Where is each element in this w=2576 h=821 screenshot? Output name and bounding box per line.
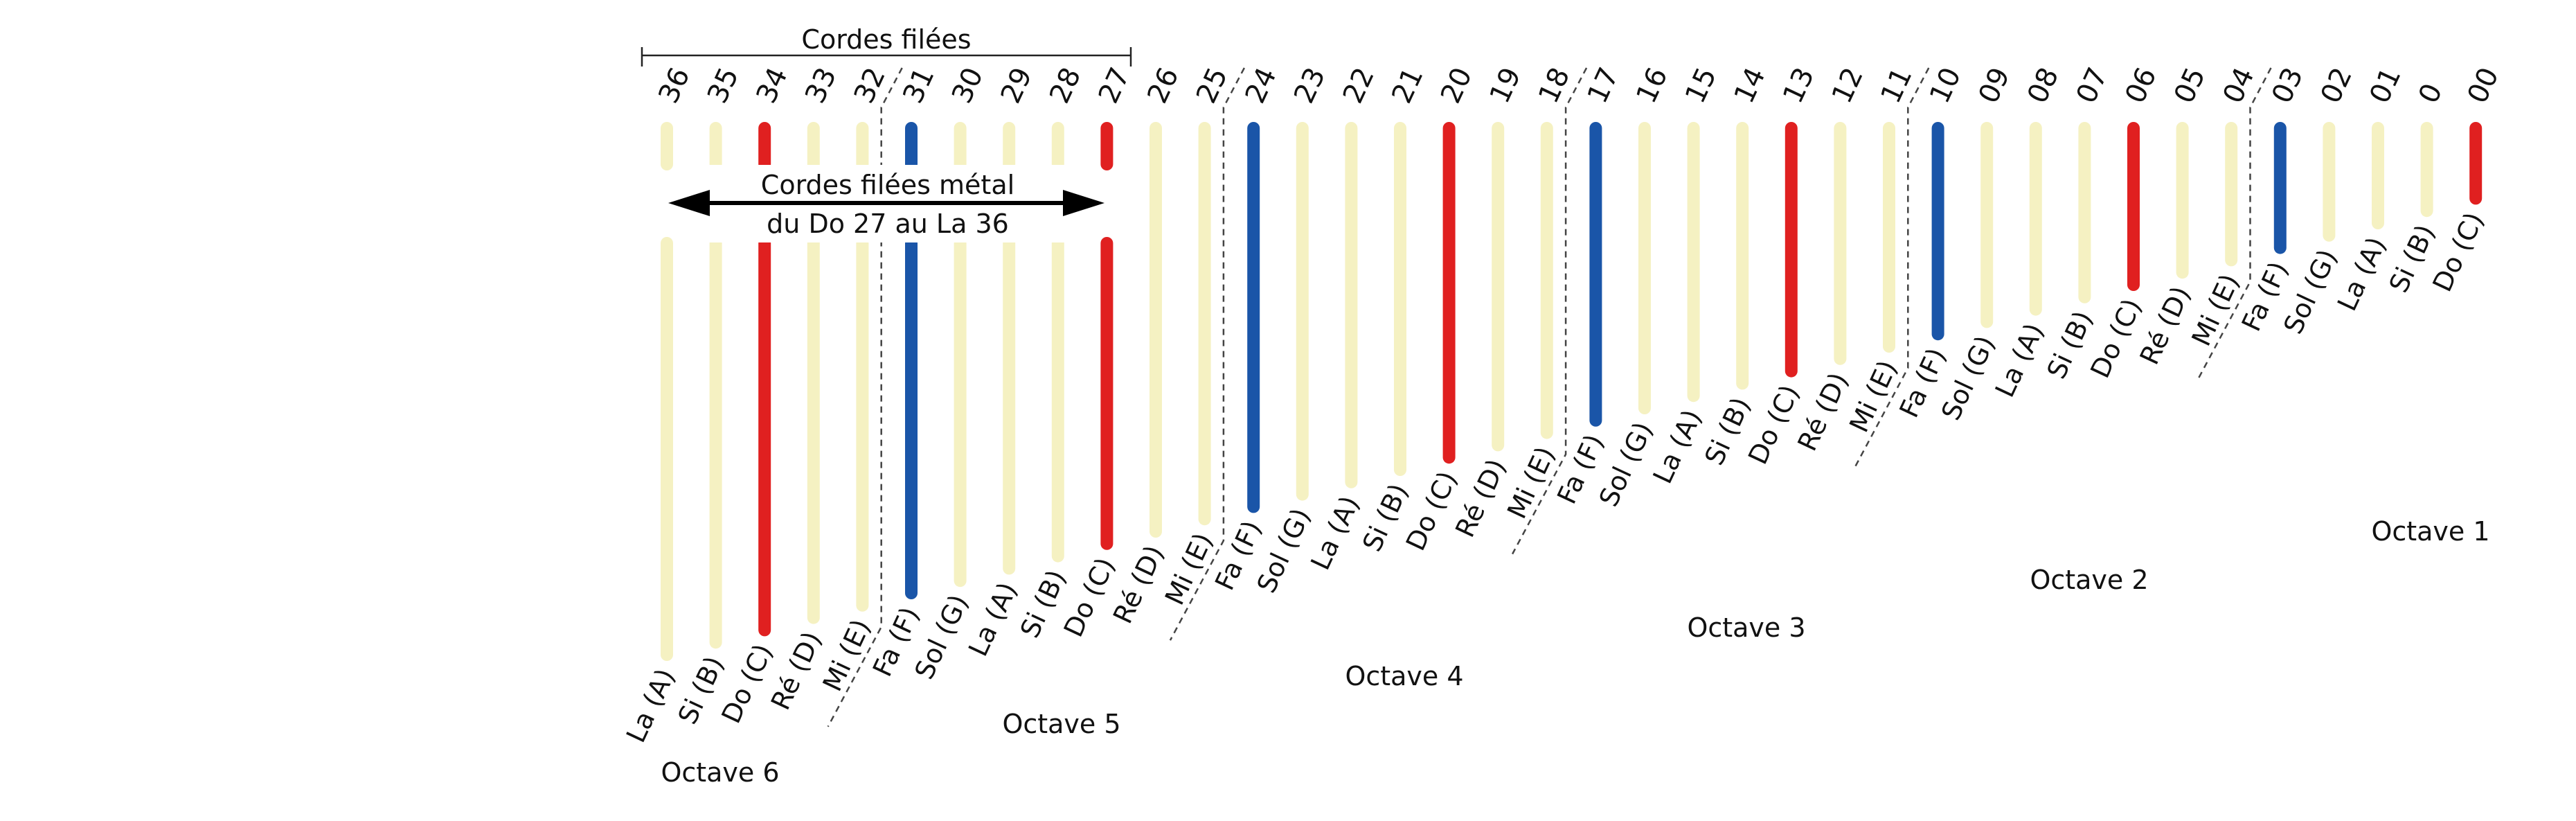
octave-divider <box>2196 67 2272 382</box>
annotation-line-1: Cordes filées métal <box>761 170 1014 200</box>
string-number: 01 <box>2363 63 2407 109</box>
note-label: Do (C) <box>1058 553 1121 642</box>
note-label: Mi (E) <box>817 615 877 696</box>
note-label: Ré (D) <box>1107 540 1170 628</box>
note-label: Do (C) <box>715 639 778 728</box>
note-label: Sol (G) <box>1935 331 2001 425</box>
string-number: 34 <box>751 63 794 109</box>
strings-layer <box>661 122 2483 661</box>
note-label: Sol (G) <box>2278 245 2343 339</box>
note-label: Mi (E) <box>2185 270 2245 351</box>
octave-label: Octave 2 <box>2030 565 2148 595</box>
string-number: 19 <box>1484 63 1528 109</box>
string-number: 33 <box>799 63 843 109</box>
note-label: La (A) <box>1647 405 1707 488</box>
string-number: 03 <box>2266 63 2309 109</box>
note-label: La (A) <box>620 664 681 747</box>
string-number: 05 <box>2168 63 2212 109</box>
string-number: 13 <box>1777 63 1821 109</box>
string-number: 30 <box>946 63 990 109</box>
note-label: La (A) <box>1989 319 2050 402</box>
octave-dividers <box>827 67 2272 727</box>
note-label: La (A) <box>963 578 1023 661</box>
octave-divider <box>827 67 903 727</box>
string-number: 12 <box>1826 63 1870 109</box>
arrow-left-head <box>668 190 710 216</box>
note-label: La (A) <box>2332 232 2392 315</box>
note-label: Mi (E) <box>1843 355 1903 436</box>
string-number: 23 <box>1288 63 1332 109</box>
string-number: 0 <box>2413 79 2449 109</box>
string-number: 09 <box>1973 63 2016 109</box>
string-number: 24 <box>1240 63 1283 109</box>
octave-label: Octave 5 <box>1002 709 1120 739</box>
string-number: 29 <box>995 63 1039 109</box>
string-number: 10 <box>1924 63 1967 109</box>
string-number: 08 <box>2021 63 2065 109</box>
note-label: Sol (G) <box>1593 417 1658 511</box>
arrow-right-head <box>1063 190 1104 216</box>
octave-label: Octave 6 <box>661 757 779 788</box>
string-number: 26 <box>1141 63 1185 109</box>
wound-strings-bracket: Cordes filées <box>641 24 1132 67</box>
note-label: Ré (D) <box>1449 454 1512 542</box>
note-label: Ré (D) <box>1791 368 1854 456</box>
string-number: 28 <box>1044 63 1087 109</box>
note-label: Do (C) <box>1400 466 1463 555</box>
note-label: Mi (E) <box>1159 528 1219 609</box>
string-number: 31 <box>897 63 940 109</box>
metal-strings-annotation: Cordes filées métal du Do 27 au La 36 <box>668 165 1104 242</box>
octave-divider <box>1511 67 1588 555</box>
octave-label: Octave 1 <box>2371 516 2489 547</box>
string-number: 27 <box>1093 63 1136 109</box>
note-label: Do (C) <box>2426 208 2489 297</box>
note-labels: La (A)Si (B)Do (C)Ré (D)Mi (E)Fa (F)Sol … <box>620 208 2489 748</box>
annotation-line-2: du Do 27 au La 36 <box>767 209 1009 239</box>
string-number: 02 <box>2315 63 2359 109</box>
note-label: Sol (G) <box>1251 504 1316 598</box>
string-number: 00 <box>2462 63 2505 109</box>
octave-divider <box>1169 67 1246 641</box>
string-number: 17 <box>1582 63 1625 109</box>
wound-strings-label: Cordes filées <box>801 24 971 55</box>
octave-divider <box>1854 67 1930 468</box>
string-number: 14 <box>1728 63 1772 109</box>
note-label: Sol (G) <box>909 590 974 684</box>
note-label: Mi (E) <box>1501 442 1561 523</box>
octave-labels: Octave 6 Octave 5 Octave 4 Octave 3 Octave 2… <box>661 516 2489 788</box>
note-label: Do (C) <box>2084 294 2147 382</box>
string-number: 36 <box>652 63 696 109</box>
string-number: 16 <box>1630 63 1674 109</box>
note-label: Ré (D) <box>765 627 828 715</box>
note-label: Ré (D) <box>2134 281 2197 369</box>
string-number: 22 <box>1337 63 1381 109</box>
string-number: 35 <box>701 63 745 109</box>
string-number: 07 <box>2070 63 2114 109</box>
string-number: 20 <box>1435 63 1478 109</box>
string-number: 15 <box>1679 63 1723 109</box>
string-number: 06 <box>2119 63 2163 109</box>
string-numbers: 36 35 34 33 32 31 30 29 28 27 26 25 24 23 22 21 20 19 18 17… <box>652 63 2505 109</box>
string-number: 21 <box>1386 63 1429 109</box>
octave-label: Octave 4 <box>1345 661 1463 691</box>
note-label: Do (C) <box>1742 380 1805 469</box>
note-label: La (A) <box>1305 491 1365 574</box>
octave-label: Octave 3 <box>1687 612 1805 643</box>
